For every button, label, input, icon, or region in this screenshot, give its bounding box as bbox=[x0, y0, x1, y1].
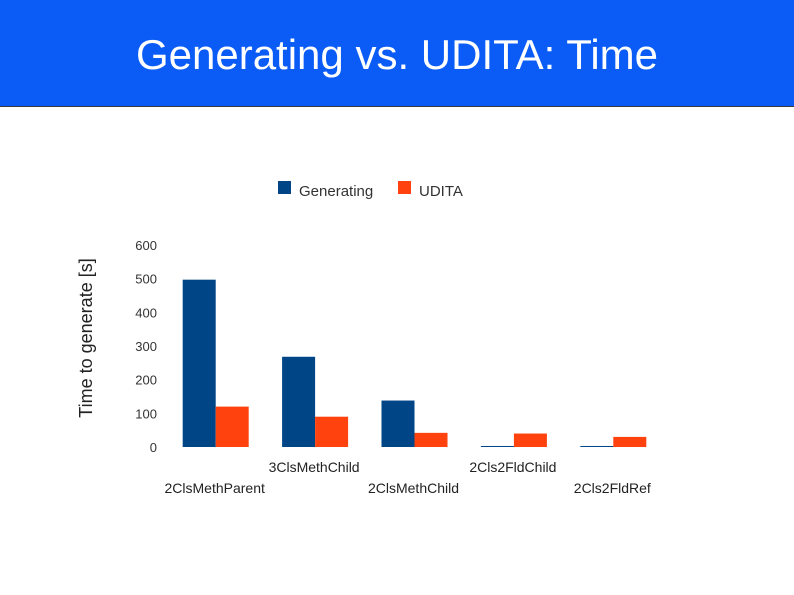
y-tick-label: 0 bbox=[150, 440, 157, 455]
y-tick-label: 500 bbox=[135, 272, 157, 287]
bars bbox=[182, 279, 647, 447]
bar-udita-2clsmethparent bbox=[215, 406, 249, 447]
x-category-label: 2Cls2FldRef bbox=[574, 480, 651, 496]
chart-legend: Generating UDITA bbox=[278, 181, 463, 200]
title-bar: Generating vs. UDITA: Time bbox=[0, 0, 794, 107]
bar-generating-3clsmethchild bbox=[282, 356, 316, 447]
x-category-label: 3ClsMethChild bbox=[269, 459, 360, 475]
bar-generating-2clsmethchild bbox=[381, 400, 415, 447]
legend-swatch-udita bbox=[398, 181, 411, 194]
legend-swatch-generating bbox=[278, 181, 291, 194]
slide-title: Generating vs. UDITA: Time bbox=[135, 31, 659, 78]
bar-udita-2clsmethchild bbox=[414, 432, 448, 447]
bar-generating-2cls2fldchild bbox=[480, 445, 514, 447]
x-category-label: 2Cls2FldChild bbox=[469, 459, 556, 475]
legend-label-generating: Generating bbox=[299, 183, 373, 200]
bar-udita-2cls2fldref bbox=[613, 436, 647, 447]
bar-generating-2cls2fldref bbox=[580, 445, 614, 447]
legend-label-udita: UDITA bbox=[419, 183, 463, 200]
bar-udita-2cls2fldchild bbox=[513, 433, 547, 447]
bar-udita-3clsmethchild bbox=[315, 416, 349, 447]
y-tick-label: 600 bbox=[135, 238, 157, 253]
bar-generating-2clsmethparent bbox=[182, 279, 216, 447]
y-tick-label: 100 bbox=[135, 406, 157, 421]
y-axis: Time to generate [s] 0 100 200 300 400 500 600 bbox=[76, 238, 157, 455]
x-category-label: 2ClsMethChild bbox=[368, 480, 459, 496]
y-tick-label: 400 bbox=[135, 305, 157, 320]
y-tick-label: 200 bbox=[135, 373, 157, 388]
x-category-label: 2ClsMethParent bbox=[165, 480, 265, 496]
y-axis-label: Time to generate [s] bbox=[76, 258, 96, 417]
y-tick-label: 300 bbox=[135, 339, 157, 354]
